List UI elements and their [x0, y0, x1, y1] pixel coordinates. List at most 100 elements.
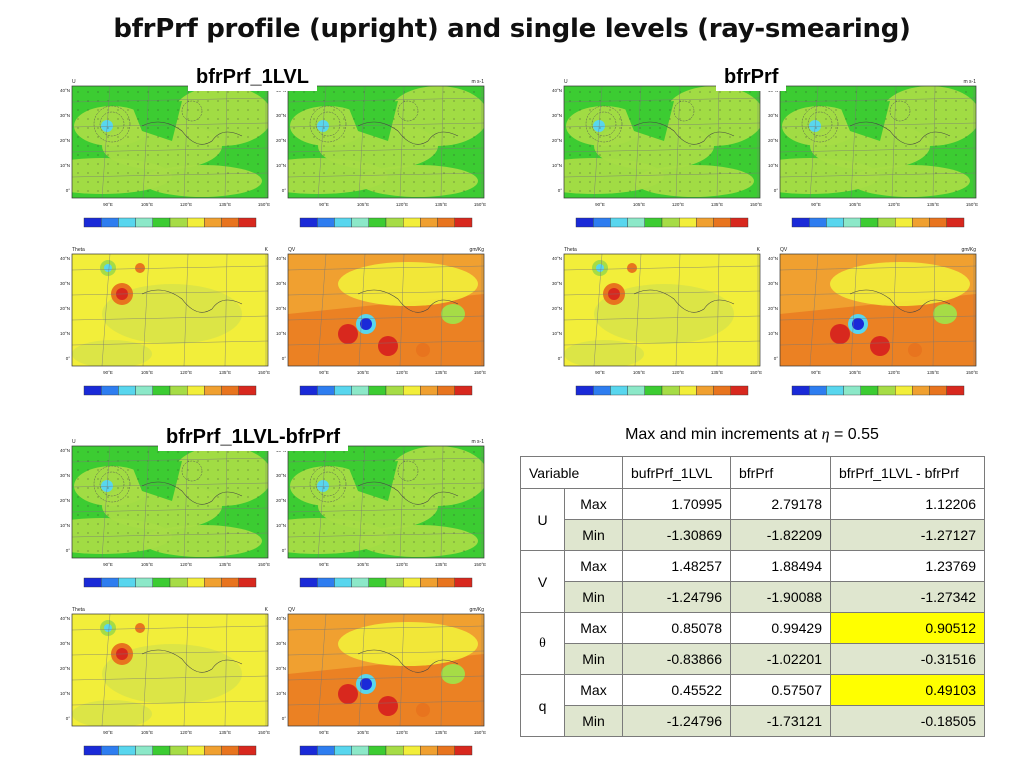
cell-value-highlighted: 0.90512: [830, 612, 985, 644]
svg-text:30°N: 30°N: [552, 113, 562, 118]
svg-text:Theta: Theta: [72, 607, 85, 613]
slide-title: bfrPrf profile (upright) and single leve…: [113, 14, 911, 44]
svg-text:150°E: 150°E: [750, 202, 762, 207]
stat-label: Max: [564, 674, 623, 706]
table-row: Min -0.83866 -1.02201 -0.31516: [521, 643, 985, 675]
group-label-bfrprf: bfrPrf: [716, 64, 787, 91]
variable-theta: θ: [520, 612, 565, 675]
svg-text:0°: 0°: [774, 188, 779, 193]
table-caption: Max and min increments at η = 0.55: [520, 426, 984, 444]
svg-text:150°E: 150°E: [474, 202, 486, 207]
svg-text:90°E: 90°E: [595, 202, 605, 207]
svg-text:20°N: 20°N: [276, 498, 286, 503]
svg-text:90°E: 90°E: [103, 202, 113, 207]
svg-text:40°N: 40°N: [276, 256, 286, 261]
svg-text:10°N: 10°N: [276, 691, 286, 696]
svg-text:135°E: 135°E: [927, 370, 939, 375]
svg-text:10°N: 10°N: [552, 331, 562, 336]
map-theta-1lvl: Theta K 40°N 30°N 20°N 10°N 0° 90°E 105°E 120°E 13…: [60, 247, 270, 396]
svg-text:gm/Kg: gm/Kg: [470, 607, 485, 613]
svg-text:105°E: 105°E: [633, 202, 645, 207]
svg-text:20°N: 20°N: [552, 306, 562, 311]
svg-text:105°E: 105°E: [357, 562, 369, 567]
cell-value: -0.31516: [830, 643, 985, 675]
svg-text:20°N: 20°N: [60, 306, 70, 311]
svg-text:30°N: 30°N: [552, 281, 562, 286]
header-variable: Variable: [520, 456, 623, 489]
map-theta-diff: Theta K 40°N 30°N 20°N 10°N 0° 90°E 105°E 120°E 13…: [60, 607, 270, 756]
svg-text:150°E: 150°E: [750, 370, 762, 375]
caption-eta-symbol: η: [821, 426, 830, 443]
map-v-1lvl: Vm s-140°N30°N20°N10°N0°90°E105°E120°E13…: [276, 79, 486, 228]
svg-text:40°N: 40°N: [60, 616, 70, 621]
svg-text:120°E: 120°E: [180, 370, 192, 375]
table-row: Min -1.30869 -1.82209 -1.27127: [521, 519, 985, 551]
svg-text:10°N: 10°N: [276, 163, 286, 168]
svg-text:m s-1: m s-1: [472, 79, 485, 85]
svg-text:105°E: 105°E: [357, 202, 369, 207]
svg-text:30°N: 30°N: [276, 281, 286, 286]
svg-text:20°N: 20°N: [552, 138, 562, 143]
svg-text:105°E: 105°E: [849, 370, 861, 375]
group-label-1lvl: bfrPrf_1LVL: [188, 64, 317, 91]
svg-text:10°N: 10°N: [276, 523, 286, 528]
svg-text:135°E: 135°E: [927, 202, 939, 207]
svg-text:20°N: 20°N: [768, 306, 778, 311]
svg-text:150°E: 150°E: [966, 370, 978, 375]
svg-text:U: U: [72, 439, 76, 445]
stat-label: Max: [564, 488, 623, 520]
svg-text:0°: 0°: [282, 356, 287, 361]
caption-suffix: = 0.55: [833, 426, 879, 443]
svg-text:150°E: 150°E: [258, 202, 270, 207]
svg-text:Theta: Theta: [72, 247, 85, 253]
cell-value: -1.82209: [730, 519, 831, 551]
cell-value: 1.23769: [830, 550, 985, 582]
svg-text:120°E: 120°E: [396, 202, 408, 207]
svg-text:gm/Kg: gm/Kg: [470, 247, 485, 253]
svg-text:120°E: 120°E: [672, 202, 684, 207]
svg-text:90°E: 90°E: [811, 202, 821, 207]
svg-text:K: K: [265, 247, 269, 253]
svg-text:90°E: 90°E: [319, 202, 329, 207]
svg-text:105°E: 105°E: [357, 730, 369, 735]
cell-value: 0.99429: [730, 612, 831, 644]
cell-value: 0.45522: [622, 674, 731, 706]
cell-value: 2.79178: [730, 488, 831, 520]
cell-value: -1.27127: [830, 519, 985, 551]
svg-text:150°E: 150°E: [258, 370, 270, 375]
cell-value: -1.02201: [730, 643, 831, 675]
stat-label: Min: [564, 705, 623, 737]
svg-text:150°E: 150°E: [258, 730, 270, 735]
map-qv-diff: QV gm/Kg 40°N 30°N 20°N 10°N 0° 90°E 105°E 120°E 1…: [276, 607, 486, 756]
map-qv-1lvl: QV gm/Kg 40°N 30°N 20°N 10°N 0° 90°E 105°E 120°E 1…: [276, 247, 486, 396]
svg-text:QV: QV: [780, 247, 788, 253]
cell-value: 0.57507: [730, 674, 831, 706]
svg-text:20°N: 20°N: [276, 306, 286, 311]
svg-text:105°E: 105°E: [849, 202, 861, 207]
svg-text:0°: 0°: [66, 716, 71, 721]
table-header-row: Variable bufrPrf_1LVL bfrPrf bfrPrf_1LVL…: [520, 456, 985, 489]
svg-text:90°E: 90°E: [103, 562, 113, 567]
svg-text:30°N: 30°N: [60, 641, 70, 646]
svg-text:135°E: 135°E: [435, 370, 447, 375]
map-u-1lvl: Um s-140°N30°N20°N10°N0°90°E105°E120°E13…: [60, 79, 270, 228]
map-v-bfrprf: Vm s-140°N30°N20°N10°N0°90°E105°E120°E13…: [768, 79, 978, 228]
svg-text:10°N: 10°N: [60, 691, 70, 696]
svg-text:150°E: 150°E: [474, 562, 486, 567]
svg-text:40°N: 40°N: [60, 256, 70, 261]
svg-text:135°E: 135°E: [219, 370, 231, 375]
svg-text:150°E: 150°E: [474, 730, 486, 735]
svg-text:10°N: 10°N: [60, 523, 70, 528]
svg-text:105°E: 105°E: [141, 562, 153, 567]
svg-text:K: K: [757, 247, 761, 253]
svg-text:10°N: 10°N: [768, 163, 778, 168]
variable-u: U: [520, 488, 565, 551]
map-u-diff: Um s-140°N30°N20°N10°N0°90°E105°E120°E13…: [60, 439, 270, 588]
table-row: Min -1.24796 -1.90088 -1.27342: [521, 581, 985, 613]
stat-label: Min: [564, 519, 623, 551]
svg-text:120°E: 120°E: [888, 202, 900, 207]
cell-value: -1.24796: [622, 705, 731, 737]
svg-text:150°E: 150°E: [258, 562, 270, 567]
svg-text:30°N: 30°N: [768, 113, 778, 118]
svg-text:30°N: 30°N: [60, 473, 70, 478]
